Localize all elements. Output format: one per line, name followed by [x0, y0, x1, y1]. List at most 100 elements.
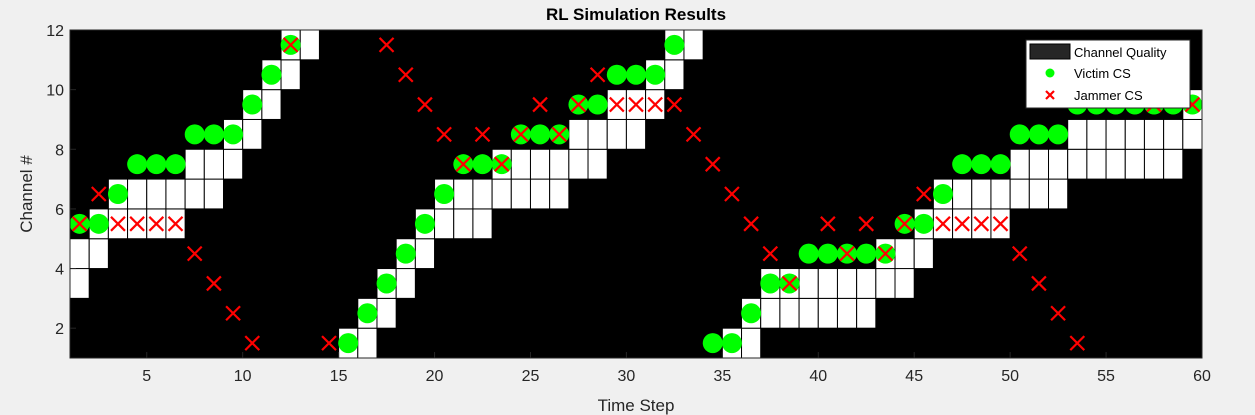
legend-channel-quality-label: Channel Quality	[1074, 45, 1167, 60]
victim-cs-point	[702, 333, 723, 354]
jammer-cs-point	[225, 305, 241, 322]
victim-cs-point	[856, 243, 877, 264]
victim-cs-point	[223, 124, 244, 145]
jammer-cs-point	[186, 245, 203, 262]
x-tick-label: 45	[905, 368, 923, 385]
victim-cs-point	[357, 303, 378, 324]
channel-quality-cell	[894, 268, 915, 299]
channel-quality-cell	[1105, 118, 1126, 150]
x-axis-label: Time Step	[598, 396, 675, 415]
jammer-cs-point	[321, 335, 337, 351]
victim-cs-point	[146, 154, 167, 175]
victim-cs-point	[261, 64, 282, 85]
x-tick-label: 15	[330, 368, 348, 385]
x-axis-ticks: 5 10 15 20 25 30 35 40 45 50 55 60	[142, 352, 1211, 385]
channel-quality-cell	[1143, 118, 1165, 150]
victim-cs-point	[203, 124, 224, 145]
victim-cs-point	[664, 34, 685, 55]
jammer-cs-point	[167, 216, 184, 232]
channel-quality-cell	[69, 238, 90, 270]
victim-cs-point	[184, 124, 205, 145]
jammer-cs-point	[724, 186, 740, 202]
x-tick-label: 20	[426, 368, 444, 385]
channel-quality-cell	[222, 148, 244, 180]
channel-quality-cell	[779, 297, 800, 329]
channel-quality-cell	[760, 297, 781, 329]
channel-quality-cell	[69, 268, 90, 299]
channel-quality-cell	[1009, 148, 1030, 180]
jammer-cs-point	[129, 216, 145, 232]
channel-quality-cell	[280, 59, 301, 91]
channel-quality-cell	[990, 178, 1011, 210]
jammer-cs-point	[762, 245, 779, 262]
victim-cs-point	[721, 333, 742, 354]
jammer-cs-layer	[71, 37, 1201, 351]
channel-quality-cell	[529, 178, 551, 210]
jammer-cs-point	[455, 156, 472, 172]
channel-quality-cell	[127, 178, 148, 210]
y-tick-label: 2	[55, 321, 64, 338]
jammer-cs-point	[858, 216, 875, 232]
jammer-cs-point	[609, 96, 625, 113]
channel-quality-cell	[529, 148, 551, 180]
jammer-cs-point	[1031, 275, 1047, 292]
victim-cs-point	[606, 64, 627, 85]
y-tick-label: 4	[55, 262, 64, 279]
channel-quality-cell	[1067, 118, 1088, 150]
jammer-cs-point	[148, 216, 165, 232]
jammer-cs-point	[71, 216, 88, 232]
legend-channel-quality-swatch	[1029, 43, 1071, 60]
jammer-cs-point	[704, 156, 721, 172]
jammer-cs-point	[1069, 335, 1086, 351]
channel-quality-cell	[549, 148, 570, 180]
victim-cs-point	[434, 184, 455, 204]
channel-quality-cell	[472, 178, 493, 210]
jammer-cs-point	[474, 126, 491, 143]
victim-cs-point	[376, 273, 397, 294]
victim-cs-point	[913, 213, 934, 234]
jammer-cs-point	[282, 37, 299, 53]
jammer-cs-point	[839, 245, 855, 262]
channel-quality-cell	[491, 178, 512, 210]
victim-cs-point	[165, 154, 186, 175]
victim-cs-point	[760, 273, 781, 294]
channel-quality-cell	[1124, 148, 1145, 180]
channel-quality-cell	[453, 208, 474, 240]
y-tick-label: 8	[55, 142, 64, 159]
jammer-cs-point	[954, 216, 970, 232]
victim-cs-point	[952, 154, 973, 175]
channel-quality-cell	[1143, 148, 1165, 180]
channel-quality-cell	[203, 178, 224, 210]
channel-quality-cell	[472, 208, 493, 240]
chart-title: RL Simulation Results	[546, 5, 726, 24]
channel-quality-cell	[587, 148, 608, 180]
jammer-cs-point	[206, 275, 222, 292]
channel-quality-cell	[510, 148, 531, 180]
channel-quality-cell	[664, 59, 685, 91]
victim-cs-point	[645, 64, 666, 85]
channel-quality-cell	[1028, 148, 1050, 180]
channel-quality-cell	[1124, 118, 1145, 150]
victim-cs-point	[395, 243, 416, 264]
victim-cs-point	[242, 94, 263, 115]
jammer-cs-point	[1050, 305, 1066, 322]
channel-quality-cell	[453, 178, 474, 210]
channel-quality-cell	[606, 118, 627, 150]
y-axis-ticks: 2 4 6 8 10 12	[46, 23, 76, 338]
channel-quality-cell	[1163, 148, 1184, 180]
x-tick-label: 50	[1001, 368, 1019, 385]
jammer-cs-point	[781, 275, 798, 292]
victim-cs-point	[1028, 124, 1049, 145]
channel-quality-cell	[242, 118, 263, 150]
channel-quality-cell	[875, 268, 896, 299]
channel-quality-cell	[1009, 178, 1030, 210]
channel-quality-cell	[741, 327, 762, 359]
channel-quality-cell	[1105, 148, 1126, 180]
x-tick-label: 5	[142, 368, 151, 385]
victim-cs-point	[530, 124, 551, 145]
jammer-cs-point	[685, 126, 702, 143]
jammer-cs-point	[397, 66, 414, 83]
jammer-cs-point	[417, 96, 433, 113]
jammer-cs-point	[647, 96, 663, 113]
x-tick-label: 25	[522, 368, 540, 385]
